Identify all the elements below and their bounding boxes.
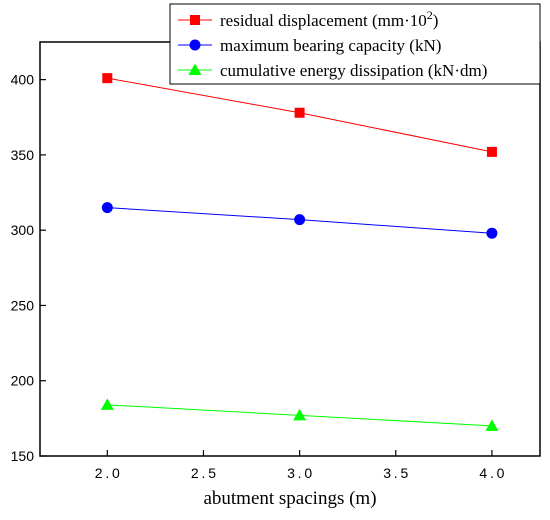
legend-items: residual displacement (mm·102) maximum be… — [178, 8, 487, 80]
series-2 — [100, 398, 499, 431]
legend-label: maximum bearing capacity (kN) — [220, 36, 441, 55]
legend-label: cumulative energy dissipation (kN·dm) — [220, 61, 487, 80]
data-point — [294, 107, 305, 118]
legend-marker — [189, 39, 201, 51]
legend-marker — [190, 15, 200, 25]
data-point — [100, 398, 114, 410]
data-point — [486, 146, 497, 157]
legend-label: residual displacement (mm·102) — [220, 8, 438, 30]
data-point — [101, 202, 113, 214]
y-tick-label: 300 — [11, 222, 35, 238]
x-axis-title: abutment spacings (m) — [203, 488, 376, 509]
x-tick-label: 2 . 0 — [95, 465, 120, 481]
legend-marker — [188, 63, 202, 75]
legend-item: cumulative energy dissipation (kN·dm) — [178, 61, 487, 80]
y-tick-label: 250 — [11, 297, 35, 313]
legend-item: maximum bearing capacity (kN) — [178, 36, 441, 55]
data-point — [486, 227, 498, 239]
legend-box — [169, 3, 541, 85]
data-point — [294, 214, 306, 226]
series-1 — [101, 202, 498, 239]
x-tick-label: 4 . 0 — [479, 465, 504, 481]
series-0 — [102, 73, 497, 157]
y-tick-label: 150 — [11, 448, 35, 464]
data-point — [485, 419, 499, 431]
x-tick-label: 3 . 0 — [287, 465, 312, 481]
legend-item: residual displacement (mm·102) — [178, 8, 438, 30]
x-tick-label: 2 . 5 — [191, 465, 216, 481]
y-axis-ticks: 150 200 250 300 350 400 — [11, 72, 46, 464]
plot-frame — [39, 41, 541, 457]
y-tick-label: 350 — [11, 147, 35, 163]
legend: residual displacement (mm·102) maximum be… — [169, 3, 541, 85]
x-tick-label: 3 . 5 — [383, 465, 408, 481]
y-tick-label: 400 — [11, 72, 35, 88]
data-point — [102, 73, 113, 84]
data-point — [293, 408, 307, 421]
x-axis-ticks: 2 . 0 2 . 5 3 . 0 3 . 5 4 . 0 — [95, 450, 505, 481]
series-layer — [100, 73, 499, 431]
y-tick-label: 200 — [11, 373, 35, 389]
